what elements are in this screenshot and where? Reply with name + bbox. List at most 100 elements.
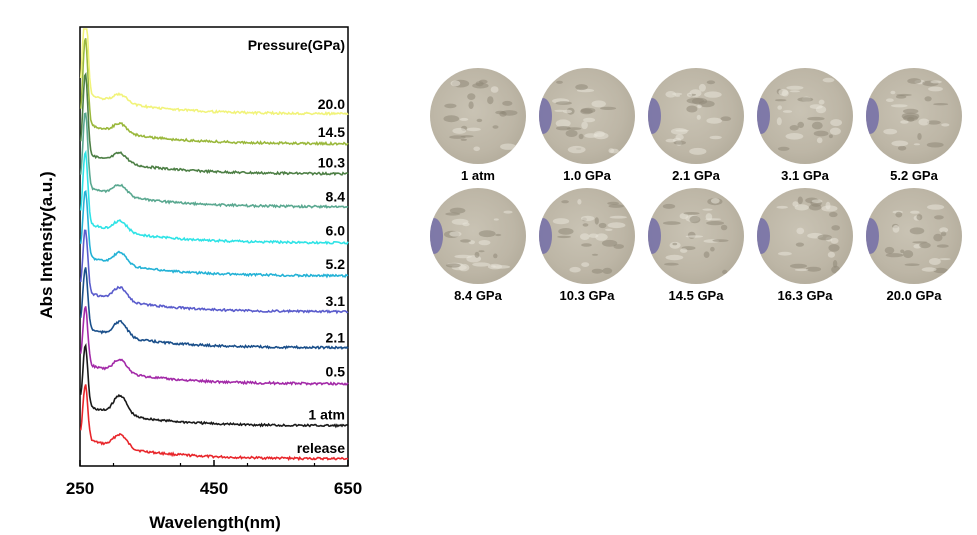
texture-speck — [556, 126, 571, 131]
texture-speck — [478, 230, 496, 238]
texture-speck — [831, 225, 840, 231]
series-line-1-atm — [79, 342, 349, 429]
texture-speck — [561, 200, 569, 204]
texture-speck — [609, 215, 627, 219]
texture-speck — [926, 120, 941, 125]
crystal-texture — [648, 198, 729, 275]
gasket-edge — [430, 218, 443, 254]
texture-speck — [807, 116, 825, 121]
texture-speck — [581, 121, 588, 130]
texture-speck — [919, 242, 931, 249]
texture-speck — [662, 203, 676, 209]
texture-speck — [487, 263, 503, 270]
texture-speck — [478, 250, 485, 253]
texture-speck — [565, 129, 578, 137]
texture-speck — [777, 146, 790, 151]
texture-speck — [569, 266, 581, 273]
texture-speck — [941, 123, 950, 127]
series-label: 10.3 — [318, 155, 345, 171]
texture-speck — [792, 201, 799, 207]
texture-speck — [502, 100, 513, 106]
x-tick-label: 250 — [66, 479, 94, 498]
texture-speck — [474, 251, 480, 258]
texture-speck — [811, 199, 823, 203]
texture-speck — [933, 233, 943, 242]
texture-speck — [903, 250, 914, 259]
texture-speck — [830, 119, 842, 127]
texture-speck — [449, 207, 466, 214]
texture-speck — [904, 263, 920, 266]
sample-photo-cell: 5.2 GPa — [859, 68, 969, 183]
texture-speck — [710, 246, 715, 252]
texture-speck — [777, 105, 782, 110]
texture-speck — [795, 242, 804, 247]
texture-speck — [917, 133, 922, 140]
texture-speck — [720, 116, 732, 121]
texture-speck — [918, 118, 930, 126]
series-label: 0.5 — [326, 364, 346, 380]
texture-speck — [478, 240, 491, 246]
series-line-3-1 — [79, 229, 349, 315]
texture-speck — [822, 77, 835, 83]
texture-speck — [786, 85, 804, 90]
texture-speck — [817, 234, 832, 241]
gasket-edge — [648, 98, 661, 134]
texture-speck — [466, 127, 481, 132]
texture-speck — [928, 86, 943, 92]
texture-speck — [929, 258, 941, 265]
series-line-14-5 — [79, 38, 349, 146]
texture-speck — [687, 231, 696, 239]
texture-speck — [785, 133, 804, 140]
texture-speck — [467, 93, 476, 100]
texture-speck — [578, 133, 584, 140]
texture-speck — [459, 117, 469, 121]
texture-speck — [722, 269, 728, 275]
texture-speck — [602, 267, 613, 274]
texture-speck — [444, 103, 457, 109]
texture-speck — [794, 268, 809, 272]
plot-border — [79, 26, 349, 467]
photo-label: 10.3 GPa — [559, 288, 615, 303]
texture-speck — [892, 225, 900, 233]
texture-speck — [665, 138, 676, 143]
texture-speck — [583, 117, 596, 123]
texture-speck — [591, 268, 603, 274]
texture-speck — [774, 99, 787, 102]
texture-speck — [897, 145, 907, 151]
texture-speck — [460, 138, 467, 141]
series-labels: release 1 atm 0.5 2.1 3.1 5.2 6.0 8.4 10.3 14.5 20… — [297, 96, 345, 456]
photo-label: 16.3 GPa — [777, 288, 833, 303]
gasket-edge — [866, 98, 879, 134]
texture-speck — [816, 137, 823, 144]
texture-speck — [449, 135, 466, 139]
series-line-10-3 — [79, 71, 349, 176]
texture-speck — [686, 105, 698, 113]
sample-photo-cell: 1 atm — [423, 68, 533, 183]
texture-speck — [797, 196, 803, 205]
sample-photo-cell: 8.4 GPa — [423, 188, 533, 303]
texture-speck — [582, 223, 589, 227]
texture-speck — [566, 127, 582, 130]
y-axis-label: Abs Intensity(a.u.) — [37, 171, 56, 318]
texture-speck — [475, 81, 484, 87]
texture-speck — [689, 215, 701, 224]
texture-speck — [698, 100, 715, 108]
texture-speck — [698, 83, 706, 92]
gasket-edge — [539, 218, 552, 254]
texture-speck — [924, 96, 932, 102]
texture-speck — [473, 146, 480, 152]
texture-speck — [829, 127, 841, 135]
texture-speck — [883, 128, 898, 135]
sample-photo — [539, 188, 635, 284]
texture-speck — [594, 217, 599, 225]
texture-speck — [472, 262, 490, 267]
texture-speck — [588, 233, 599, 238]
photo-label: 8.4 GPa — [454, 288, 502, 303]
texture-speck — [706, 80, 716, 85]
texture-speck — [828, 244, 840, 252]
texture-speck — [907, 78, 922, 84]
x-tick-label: 650 — [334, 479, 362, 498]
sample-photo — [757, 68, 853, 164]
texture-speck — [933, 103, 949, 106]
